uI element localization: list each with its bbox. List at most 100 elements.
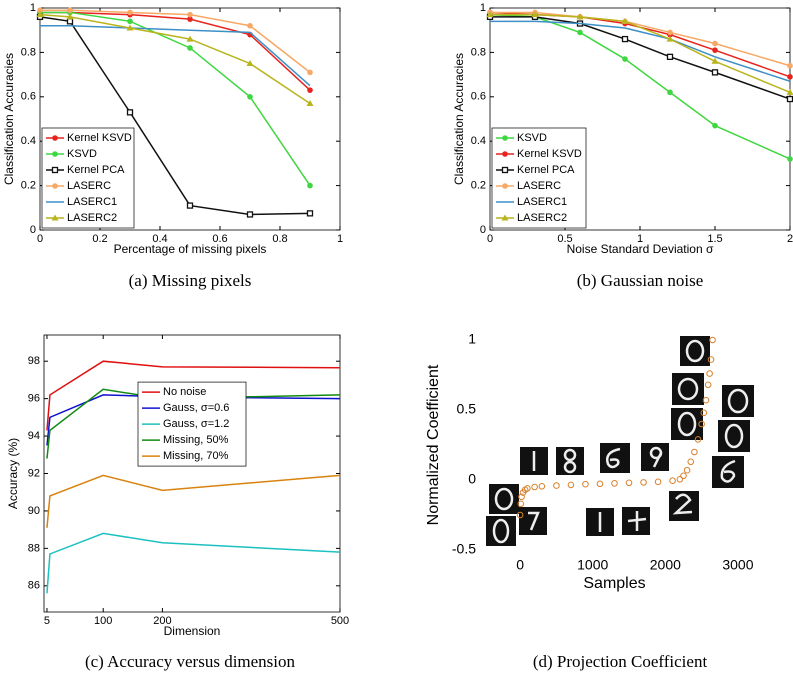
point [625, 479, 633, 487]
legend-label: Kernel PCA [67, 164, 125, 176]
digit-stroke [724, 423, 744, 449]
y-tick-label: 0.8 [21, 46, 36, 58]
y-tick-label: 1 [480, 2, 486, 14]
digit-stroke [528, 511, 540, 531]
point [691, 448, 698, 456]
marker [187, 45, 193, 51]
point [676, 476, 684, 483]
marker [247, 94, 253, 100]
point [582, 480, 589, 488]
legend-label: No noise [163, 386, 206, 398]
marker [67, 7, 73, 14]
y-tick-label: 0.8 [471, 46, 486, 58]
series-line [490, 11, 791, 67]
marker [66, 18, 74, 25]
y-tick-label: 0.5 [457, 401, 477, 417]
legend-box [41, 127, 135, 229]
point [704, 381, 712, 389]
point [702, 396, 710, 404]
x-tick-label: 1 [637, 233, 643, 245]
x-tick-label: 0 [487, 233, 493, 245]
marker [307, 87, 313, 93]
marker [307, 182, 313, 189]
legend-label: Kernel PCA [517, 164, 575, 176]
x-tick-label: 0.8 [272, 233, 287, 245]
marker [501, 214, 509, 221]
y-tick-label: 1 [30, 2, 36, 14]
point [524, 485, 531, 492]
caption: (a) Missing pixels [129, 271, 252, 290]
legend-label: LASERC [517, 180, 561, 192]
point [654, 478, 662, 486]
point [640, 479, 647, 486]
x-axis-label: Percentage of missing pixels [114, 242, 267, 256]
point [669, 477, 676, 485]
marker [502, 135, 508, 141]
point [531, 483, 538, 491]
point [709, 336, 716, 344]
digit-stroke [606, 447, 621, 469]
marker [52, 183, 58, 189]
x-tick-label: 0.5 [557, 233, 572, 245]
digit-stroke [652, 452, 663, 468]
marker [501, 166, 509, 174]
point [683, 466, 691, 474]
caption: (b) Gaussian noise [577, 271, 704, 290]
series-line [39, 16, 311, 216]
legend-label: LASERC2 [517, 212, 567, 224]
plot-frame [39, 7, 341, 231]
digit-stroke [494, 487, 514, 511]
y-tick-label: 0.2 [471, 180, 486, 192]
legend-label: Missing, 50% [163, 434, 229, 446]
marker [187, 11, 193, 18]
y-tick-label: 96 [28, 393, 40, 405]
legend-label: Kernel KSVD [67, 132, 132, 144]
digit-stroke [720, 459, 736, 483]
legend-label: LASERC2 [67, 212, 117, 224]
thumbnail [600, 443, 630, 473]
marker [126, 109, 134, 116]
marker [127, 9, 133, 16]
digit-stroke [672, 493, 693, 515]
marker [52, 135, 58, 141]
x-tick-label: 100 [94, 615, 112, 627]
marker [622, 56, 628, 62]
marker [577, 29, 583, 36]
marker [712, 47, 718, 53]
marker [667, 89, 673, 96]
marker [246, 211, 254, 218]
marker [531, 11, 539, 18]
point [698, 420, 705, 428]
marker [502, 183, 508, 189]
y-tick-label: 88 [28, 542, 40, 554]
marker [666, 53, 674, 60]
point [694, 436, 702, 443]
marker [126, 24, 134, 31]
marker [787, 62, 793, 69]
digit-thumbnails [486, 336, 754, 546]
y-tick-label: 0.6 [21, 91, 36, 103]
marker [711, 57, 719, 64]
x-axis-label: Noise Standard Deviation σ [567, 242, 714, 256]
marker [786, 95, 793, 103]
marker [127, 18, 133, 25]
y-axis-label: Classification Accuracies [452, 53, 466, 185]
digit-stroke [627, 511, 647, 531]
series-line [39, 13, 311, 105]
series-line [46, 532, 341, 594]
x-tick-label: 500 [331, 615, 349, 627]
marker [576, 13, 584, 20]
legend-label: Gauss, σ=0.6 [163, 402, 229, 414]
marker [51, 214, 59, 221]
x-tick-label: 3000 [722, 557, 753, 573]
x-tick-label: 0.2 [92, 233, 107, 245]
legend-label: Gauss, σ=1.2 [163, 418, 229, 430]
legend-box [491, 127, 587, 229]
y-tick-label: 0 [468, 471, 476, 487]
point [538, 483, 546, 490]
y-tick-label: 1 [468, 331, 476, 347]
x-tick-label: 2 [787, 233, 793, 245]
x-tick-label: 2000 [650, 557, 681, 573]
y-axis-label: Classification Accuracies [2, 53, 16, 185]
